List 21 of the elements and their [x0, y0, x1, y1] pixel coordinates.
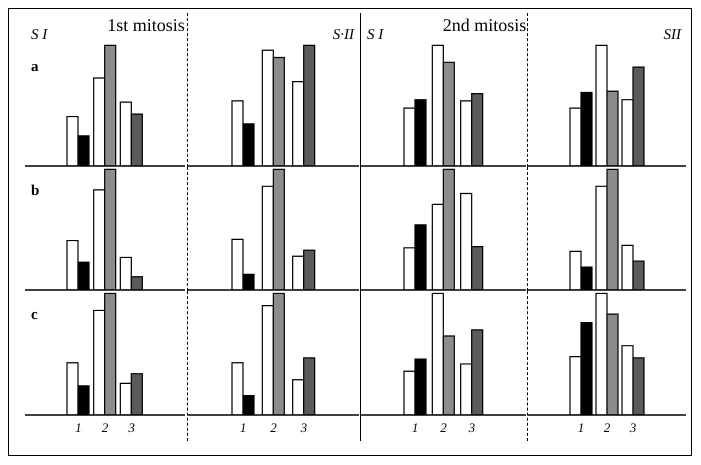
chart-title: 1st mitosis: [107, 15, 185, 35]
x-tick-label: 2: [604, 420, 611, 436]
text: S I: [367, 27, 384, 44]
chart-title: 2nd mitosis: [442, 15, 526, 35]
x-tick-label: 1: [240, 420, 246, 436]
x-tick-label: 2: [102, 420, 109, 436]
text: c: [31, 307, 38, 324]
text: a: [31, 59, 38, 76]
x-tick-label: 1: [75, 420, 82, 436]
x-tick-label: 3: [127, 420, 136, 436]
x-tick-label: 2: [440, 420, 448, 436]
text: SII: [664, 27, 681, 44]
x-tick-label: 3: [468, 420, 476, 436]
x-tick-label: 3: [300, 420, 308, 436]
text: S I: [31, 27, 48, 44]
x-tick-label: 2: [270, 420, 278, 436]
text: b: [31, 183, 40, 200]
x-tick-label: 1: [578, 420, 584, 436]
x-tick-label: 3: [628, 420, 637, 436]
text: S·II: [332, 27, 354, 44]
x-tick-label: 1: [412, 420, 418, 436]
